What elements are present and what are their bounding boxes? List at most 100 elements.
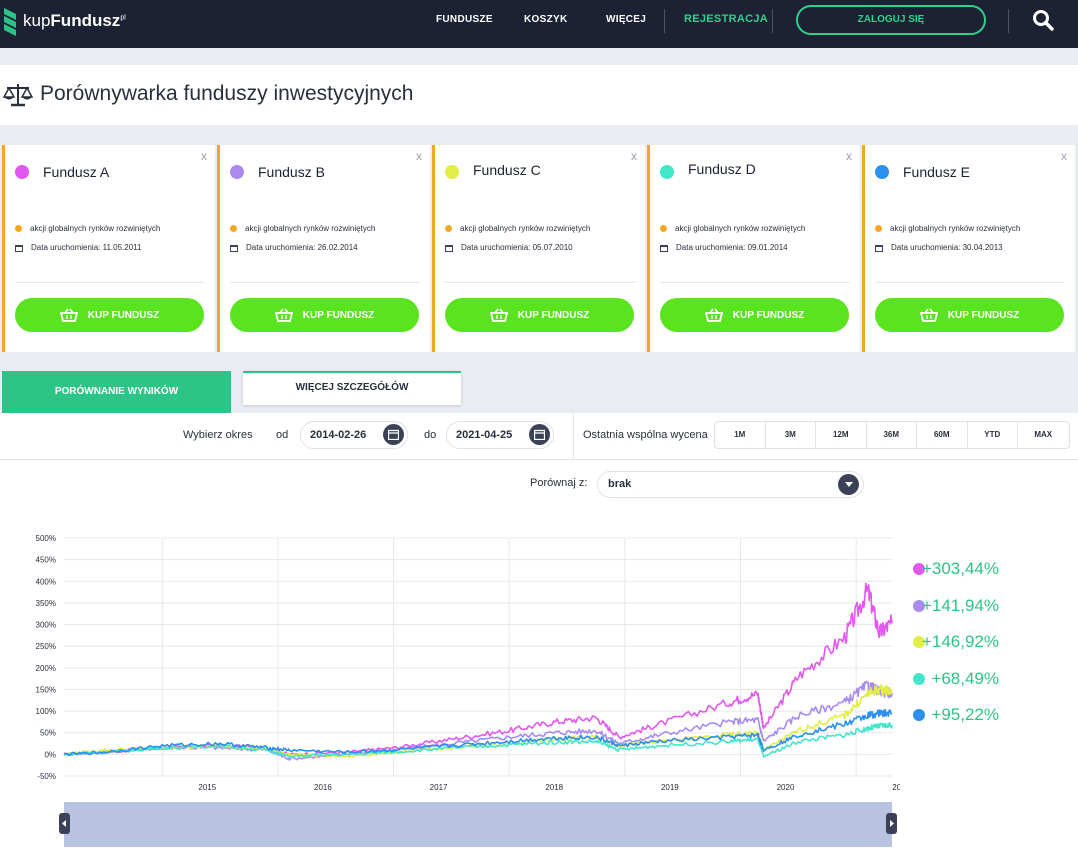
fund-color-dot [15,165,29,179]
fund-category: akcji globalnych rynków rozwiniętych [230,224,375,233]
date-to-input[interactable]: 2021-04-25 [446,421,554,449]
nav-divider [772,9,773,33]
fund-category: akcji globalnych rynków rozwiniętych [875,224,1020,233]
x-tick-label: 2020 [777,783,795,792]
to-label: do [424,429,437,441]
y-tick-label: 50% [40,729,56,738]
fund-launch-date: Data uruchomienia: 05.07.2010 [445,243,573,252]
fund-card: x Fundusz B akcji globalnych rynków rozw… [217,145,430,352]
login-button[interactable]: ZALOGUJ SIĘ [796,5,986,35]
legend-item[interactable]: +68,49% [913,667,1063,704]
page-header: Porównywarka funduszy inwestycyjnych [0,65,1078,125]
range-12m-button[interactable]: 12M [816,422,867,448]
fund-name[interactable]: Fundusz A [43,164,110,180]
series-line[interactable] [63,708,893,757]
range-1m-button[interactable]: 1M [715,422,766,448]
x-tick-label: 2018 [545,783,563,792]
tab-more-details[interactable]: WIĘCEJ SZCZEGÓŁÓW [243,371,461,405]
fund-name[interactable]: Fundusz E [903,164,970,180]
range-60m-button[interactable]: 60M [917,422,968,448]
fund-launch-date: Data uruchomienia: 11.05.2011 [15,243,141,252]
chart-legend: +303,44% +141,94% +146,92% +68,49% +95,2… [913,557,1063,740]
performance-chart: 500% 450% 400% 350% 300% 250% 200% 150% 100% 50% 0… [36,534,900,792]
legend-item[interactable]: +146,92% [913,630,1063,667]
fund-name[interactable]: Fundusz C [473,162,541,178]
compare-label: Porównaj z: [530,477,588,489]
x-tick-label: 2019 [661,783,679,792]
fund-card: x Fundusz A akcji globalnych rynków rozw… [2,145,215,352]
compare-select[interactable]: brak [597,471,864,498]
buy-fund-button[interactable]: KUP FUNDUSZ [230,298,419,332]
legend-dot [913,563,925,575]
basket-icon [59,308,78,322]
nav-register[interactable]: REJESTRACJA [684,13,768,25]
nav-funds[interactable]: FUNDUSZE [436,14,493,25]
basket-icon [489,308,508,322]
range-selector: 1M 3M 12M 36M 60M YTD MAX [714,421,1070,449]
fund-card: x Fundusz E akcji globalnych rynków rozw… [862,145,1075,352]
close-card-button[interactable]: x [1061,149,1067,163]
fund-name[interactable]: Fundusz D [688,161,756,177]
legend-dot [913,709,925,721]
fund-name[interactable]: Fundusz B [258,164,325,180]
calendar-icon [230,244,238,252]
y-tick-label: 450% [36,556,56,565]
fund-card: x Fundusz D akcji globalnych rynków rozw… [647,145,860,352]
page-title: Porównywarka funduszy inwestycyjnych [40,82,414,105]
close-card-button[interactable]: x [416,149,422,163]
from-label: od [276,429,289,441]
chart-navigator[interactable] [64,802,892,847]
fund-launch-date: Data uruchomienia: 26.02.2014 [230,243,358,252]
close-card-button[interactable]: x [631,149,637,163]
tab-results-comparison[interactable]: PORÓWNANIE WYNIKÓW [2,371,231,413]
range-36m-button[interactable]: 36M [867,422,917,448]
fund-card: x Fundusz C akcji globalnych rynków rozw… [432,145,645,352]
calendar-icon[interactable] [383,424,404,445]
range-max-button[interactable]: MAX [1034,430,1053,439]
legend-dot [913,672,925,685]
legend-value: +95,22% [931,705,999,724]
navigator-right-handle[interactable] [886,813,897,834]
nav-more[interactable]: WIĘCEJ [606,14,647,25]
basket-icon [919,308,938,322]
nav-divider [664,9,665,33]
calendar-icon [445,244,453,252]
legend-dot [913,636,925,648]
buy-fund-button[interactable]: KUP FUNDUSZ [875,298,1064,332]
search-icon[interactable] [1032,9,1054,31]
navigator-left-handle[interactable] [59,813,70,834]
close-card-button[interactable]: x [846,149,852,163]
x-tick-label: 2017 [430,783,448,792]
legend-item[interactable]: +303,44% [913,557,1063,594]
series-line[interactable] [63,582,893,757]
legend-item[interactable]: +95,22% [913,703,1063,740]
comparison-panel: Wybierz okres od 2014-02-26 do 2021-04-2… [0,413,1078,855]
x-tick-label: 2016 [314,783,332,792]
legend-value: +141,94% [921,595,999,615]
buy-fund-button[interactable]: KUP FUNDUSZ [660,298,849,332]
range-ytd-button[interactable]: YTD [968,422,1018,448]
fund-color-dot [230,165,244,179]
calendar-icon [875,244,883,252]
legend-item[interactable]: +141,94% [913,594,1063,631]
x-tick-label: 2015 [198,783,216,792]
fund-category: akcji globalnych rynków rozwiniętych [445,224,590,233]
y-tick-label: 300% [36,621,56,630]
logo-icon [4,8,16,36]
y-tick-label: 400% [36,577,56,586]
series-line[interactable] [63,722,893,759]
calendar-icon[interactable] [529,424,550,445]
date-from-input[interactable]: 2014-02-26 [300,421,408,449]
nav-basket[interactable]: KOSZYK [524,14,568,25]
y-tick-label: 200% [36,664,56,673]
fund-launch-date: Data uruchomienia: 09.01.2014 [660,243,788,252]
fund-color-dot [875,165,889,179]
buy-fund-button[interactable]: KUP FUNDUSZ [15,298,204,332]
buy-fund-button[interactable]: KUP FUNDUSZ [445,298,634,332]
y-tick-label: 150% [36,685,56,694]
range-3m-button[interactable]: 3M [766,422,816,448]
chevron-down-icon[interactable] [838,474,859,495]
legend-value: +303,44% [921,559,999,578]
logo[interactable]: kupFunduszpl [2,6,126,36]
close-card-button[interactable]: x [201,149,207,163]
